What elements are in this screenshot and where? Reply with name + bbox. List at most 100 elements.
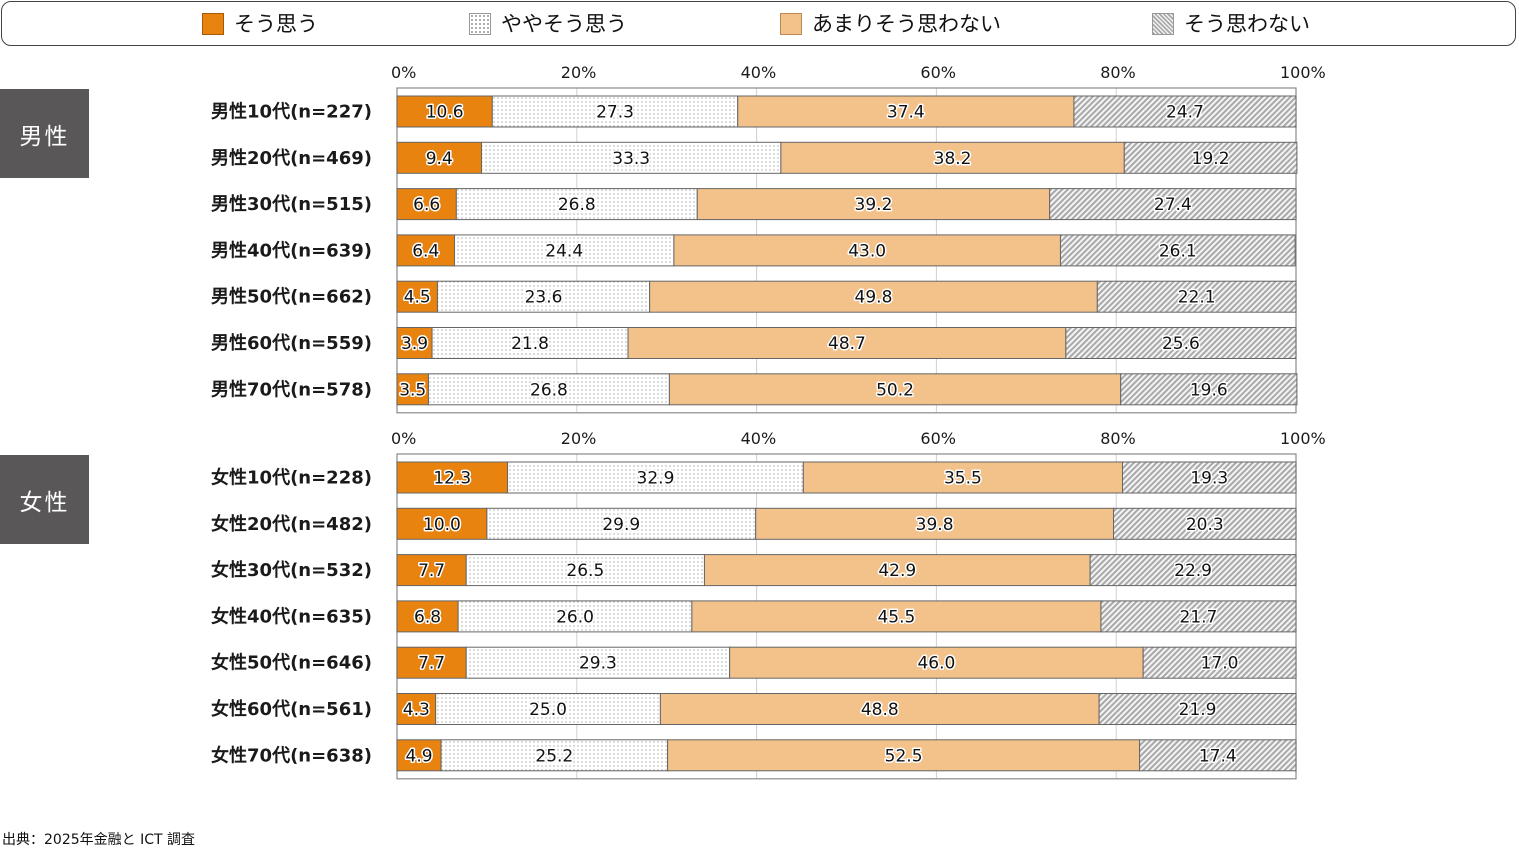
bar-segment-disagree <box>1139 739 1297 772</box>
bar-segment-somewhat-agree <box>455 188 698 221</box>
data-label: 7.7 <box>418 654 445 674</box>
category-label: 男性60代(n=559) <box>211 332 372 354</box>
bar-segment-somewhat-agree <box>481 141 782 174</box>
bar-segment-agree <box>396 600 459 633</box>
category-label: 女性20代(n=482) <box>211 513 372 535</box>
bar-segment-somewhat-disagree <box>729 646 1144 679</box>
bar-segment-disagree <box>1123 141 1298 174</box>
chart-legend: そう思う ややそう思う あまりそう思わない そう思わない <box>1 1 1516 46</box>
bar-segment-agree <box>396 646 467 679</box>
bar-segment-agree <box>396 234 456 267</box>
legend-swatch-agree <box>202 13 224 35</box>
category-label: 女性10代(n=228) <box>211 467 372 489</box>
data-label: 9.4 <box>426 149 453 169</box>
category-label: 男性10代(n=227) <box>211 101 372 123</box>
bar-segment-somewhat-agree <box>486 507 757 540</box>
data-label: 42.9 <box>878 561 916 581</box>
bar-segment-agree <box>396 280 438 313</box>
data-label: 4.5 <box>404 288 431 308</box>
data-label: 35.5 <box>944 469 982 489</box>
bar-segment-disagree <box>1049 188 1297 221</box>
data-label: 25.6 <box>1162 334 1200 354</box>
bar-segment-somewhat-disagree <box>737 95 1075 128</box>
data-label: 46.0 <box>917 654 955 674</box>
data-label: 26.8 <box>558 195 596 215</box>
data-label: 10.0 <box>423 515 461 535</box>
data-label: 19.6 <box>1190 380 1228 400</box>
x-tick-label: 40% <box>741 429 777 448</box>
group-label-male: 男性 <box>0 89 89 178</box>
bar-segment-agree <box>396 95 493 128</box>
data-label: 4.3 <box>403 700 430 720</box>
category-label: 女性50代(n=646) <box>211 652 372 674</box>
category-label: 男性30代(n=515) <box>211 193 372 215</box>
bar-segment-somewhat-disagree <box>780 141 1125 174</box>
data-label: 7.7 <box>418 561 445 581</box>
bar-segment-disagree <box>1120 373 1298 406</box>
bar-segment-disagree <box>1100 600 1297 633</box>
x-tick-label: 40% <box>741 63 777 82</box>
category-label: 男性40代(n=639) <box>211 239 372 261</box>
x-tick-label: 100% <box>1280 63 1326 82</box>
legend-item-disagree: そう思わない <box>1152 12 1310 36</box>
bar-segment-somewhat-disagree <box>627 327 1067 359</box>
group-label-female: 女性 <box>0 455 89 544</box>
x-tick-label: 60% <box>920 429 956 448</box>
bar-segment-somewhat-disagree <box>668 373 1122 406</box>
legend-item-somewhat-agree: ややそう思う <box>469 12 627 36</box>
bar-segment-disagree <box>1121 461 1297 494</box>
bar-segment-somewhat-agree <box>431 327 629 359</box>
category-label: 女性70代(n=638) <box>211 744 372 766</box>
legend-label: そう思わない <box>1184 12 1310 36</box>
data-label: 27.3 <box>596 103 634 123</box>
bar-segment-disagree <box>1065 327 1297 359</box>
data-label: 19.2 <box>1192 149 1230 169</box>
x-tick-label: 100% <box>1280 429 1326 448</box>
data-label: 21.8 <box>511 334 549 354</box>
bar-segment-somewhat-agree <box>507 461 804 494</box>
bar-segment-somewhat-disagree <box>703 554 1091 587</box>
data-label: 33.3 <box>612 149 650 169</box>
bar-segment-agree <box>396 507 488 540</box>
data-label: 27.4 <box>1154 195 1192 215</box>
data-label: 3.5 <box>399 380 426 400</box>
chart-panel-male: 0% 20% 40% 60% 80% 100% 男性10代(n=227) 10.6 27.3 37… <box>211 63 1326 414</box>
category-label: 男性50代(n=662) <box>211 286 372 308</box>
data-label: 39.2 <box>855 195 893 215</box>
legend-item-somewhat-disagree: あまりそう思わない <box>780 12 1001 36</box>
category-label: 女性60代(n=561) <box>211 698 372 720</box>
data-label: 39.8 <box>916 515 954 535</box>
data-label: 21.9 <box>1179 700 1217 720</box>
x-tick-label: 80% <box>1100 63 1136 82</box>
data-label: 52.5 <box>885 746 923 766</box>
chart-panel-female: 0% 20% 40% 60% 80% 100% 女性10代(n=228) 12.3 32.9 35… <box>211 429 1326 780</box>
source-note: 出典：2025年金融と ICT 調査 <box>2 832 195 848</box>
data-label: 48.8 <box>861 700 899 720</box>
data-label: 17.4 <box>1199 746 1237 766</box>
bar-segment-somewhat-agree <box>454 234 675 267</box>
data-label: 17.0 <box>1201 654 1239 674</box>
data-label: 26.8 <box>530 380 568 400</box>
data-label: 6.8 <box>414 607 441 627</box>
bar-segment-disagree <box>1142 646 1297 679</box>
data-label: 38.2 <box>934 149 972 169</box>
bar-segment-somewhat-agree <box>465 646 731 679</box>
bar-segment-somewhat-disagree <box>673 234 1061 267</box>
bar-segment-disagree <box>1113 507 1297 540</box>
data-label: 26.0 <box>556 607 594 627</box>
bar-segment-agree <box>396 373 429 406</box>
bar-segment-somewhat-disagree <box>691 600 1102 633</box>
bar-segment-agree <box>396 141 483 174</box>
data-label: 24.4 <box>545 241 583 261</box>
bar-segment-somewhat-agree <box>436 280 651 313</box>
bar-segment-somewhat-agree <box>435 693 661 725</box>
x-tick-label: 60% <box>920 63 956 82</box>
x-tick-label: 80% <box>1100 429 1136 448</box>
x-tick-label: 20% <box>561 429 597 448</box>
data-label: 6.4 <box>412 241 439 261</box>
category-label: 男性20代(n=469) <box>211 147 372 169</box>
bar-segment-somewhat-disagree <box>755 507 1115 540</box>
legend-item-agree: そう思う <box>202 12 318 36</box>
data-label: 26.1 <box>1159 241 1197 261</box>
